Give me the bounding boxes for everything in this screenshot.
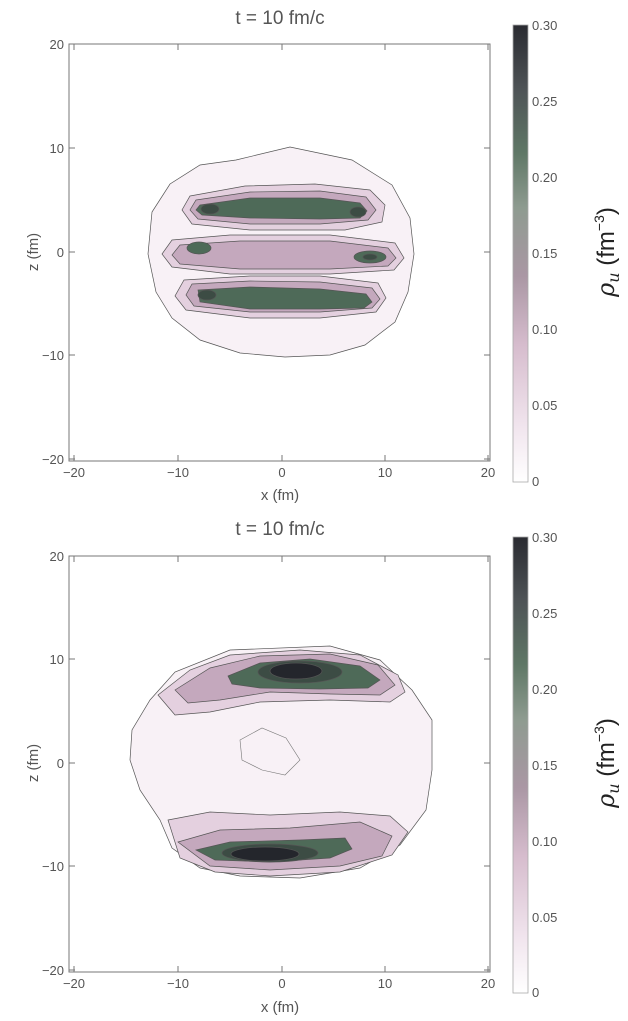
colorbar-label-subscript: u [604,783,623,793]
y-ticks [69,43,490,460]
contour-level-4 [195,197,368,220]
x-ticks [73,556,489,972]
y-ticks [69,555,490,971]
colorbar-tick: 0.15 [532,246,557,261]
x-tick-label: 0 [278,976,285,991]
contour-level-5-c [197,289,217,301]
y-tick-label: −10 [42,859,64,874]
y-tick-label: 10 [50,141,64,156]
y-tick-label: 20 [50,37,64,52]
x-tick-label: 20 [481,465,495,480]
colorbar-tick: 0 [532,985,539,1000]
x-tick-label: −10 [167,976,189,991]
x-tick-label: −20 [63,976,85,991]
plot-title: t = 10 fm/c [235,8,324,29]
x-tick-label: 10 [378,465,392,480]
contour-level-5-d [362,253,378,261]
x-ticks [73,44,489,461]
panel-top: t = 10 fm/c [25,8,623,504]
x-tick-label: 10 [378,976,392,991]
colorbar-tick: 0.25 [532,94,557,109]
plot-title: t = 10 fm/c [235,519,324,540]
colorbar-label-exponent: −3 [591,215,607,231]
y-tick-label: 0 [57,756,64,771]
contour-level-4-low [197,286,373,310]
colorbar-label: ρu (fm−3) [591,718,623,809]
contour-level-3-mid [171,240,397,270]
y-axis-label: z (fm) [25,744,42,782]
colorbar-tick: 0 [532,474,539,489]
colorbar-tick: 0.25 [532,606,557,621]
colorbar-label-symbol: ρ [592,794,620,809]
x-tick-label: 20 [481,976,495,991]
contour-level-5-b [349,206,367,218]
contour-level-4-peak-left [186,241,212,255]
x-axis-label: x (fm) [261,999,299,1016]
colorbar: 0.30 0.25 0.20 0.15 0.10 0.05 0 ρu (fm−3… [512,18,623,489]
colorbar-label-subscript: u [604,272,623,282]
y-tick-label: −20 [42,963,64,978]
colorbar-tick: 0.10 [532,322,557,337]
colorbar-label-unit: (fm [593,742,620,783]
panel-bottom: t = 10 fm/c [25,519,623,1016]
y-tick-label: 20 [50,549,64,564]
colorbar-label-unit: (fm [593,231,620,272]
colorbar-tick: 0.05 [532,398,557,413]
colorbar-tick: 0.05 [532,910,557,925]
x-tick-label: −10 [167,465,189,480]
y-tick-label: −20 [42,452,64,467]
colorbar-label-symbol: ρ [592,283,620,298]
colorbar-tick: 0.10 [532,834,557,849]
y-axis-label: z (fm) [25,233,42,271]
contour-level-6-upper [269,662,323,680]
contour-center-level [239,727,301,776]
colorbar-gradient [512,536,529,994]
colorbar-label: ρu (fm−3) [591,207,623,298]
colorbar-tick: 0.20 [532,682,557,697]
colorbar: 0.30 0.25 0.20 0.15 0.10 0.05 0 ρu (fm−3… [512,530,623,1000]
colorbar-tick: 0.20 [532,170,557,185]
colorbar-gradient [512,24,529,483]
x-tick-label: 0 [278,465,285,480]
contour-field [129,645,433,879]
y-tick-label: −10 [42,348,64,363]
colorbar-tick: 0.15 [532,758,557,773]
colorbar-label-close: ) [593,718,620,726]
x-tick-label: −20 [63,465,85,480]
colorbar-label-exponent: −3 [591,726,607,742]
colorbar-tick: 0.30 [532,18,557,33]
contour-level-5-a [200,203,220,215]
x-axis-label: x (fm) [261,487,299,504]
contour-field [147,146,415,358]
contour-level-6-lower [230,846,300,862]
y-tick-label: 10 [50,652,64,667]
colorbar-tick: 0.30 [532,530,557,545]
y-tick-label: 0 [57,245,64,260]
colorbar-label-close: ) [593,207,620,215]
